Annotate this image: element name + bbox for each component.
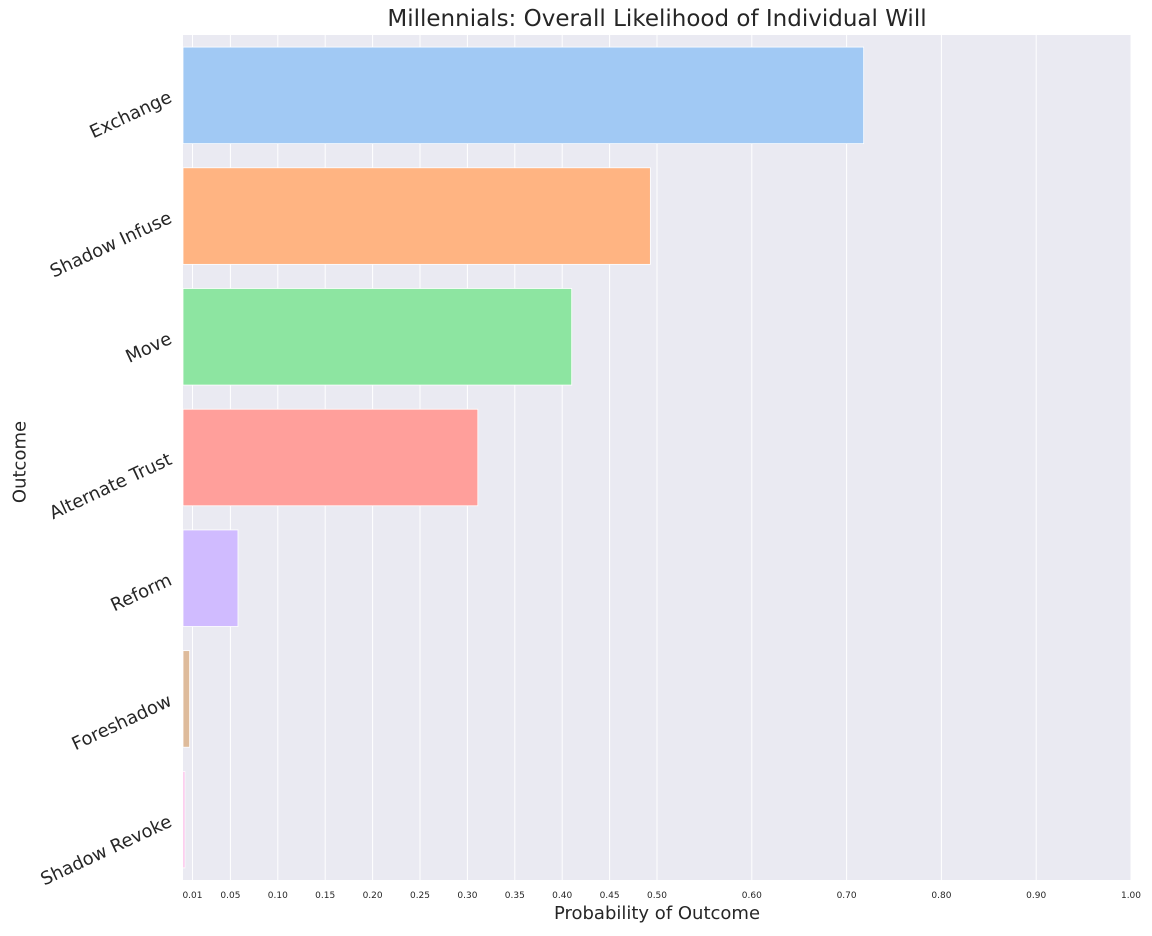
bar-reform	[182, 529, 239, 627]
y-tick-labels: Exchange Shadow Infuse Move Alternate Trust…	[37, 87, 175, 890]
x-tick-label: 0.30	[457, 891, 477, 901]
x-tick-label: 0.10	[268, 891, 288, 901]
x-tick-label: 0.20	[363, 891, 383, 901]
x-tick-label: 0.40	[552, 891, 572, 901]
x-tick-label: 0.80	[931, 891, 951, 901]
bar-move	[182, 288, 573, 386]
y-tick-label: Shadow Infuse	[47, 208, 175, 283]
x-tick-labels: 0.01 0.05 0.10 0.15 0.20 0.25 0.30 0.35 0.40 0.45…	[182, 891, 1141, 901]
x-tick-label: 0.25	[410, 891, 430, 901]
bars	[182, 46, 865, 869]
x-tick-label: 0.90	[1026, 891, 1046, 901]
x-tick-label: 0.35	[505, 891, 525, 901]
x-tick-label: 0.60	[742, 891, 762, 901]
x-tick-label: 0.70	[837, 891, 857, 901]
x-axis-label: Probability of Outcome	[553, 903, 761, 924]
y-tick-label: Move	[122, 328, 175, 367]
x-tick-label: 1.00	[1121, 891, 1141, 901]
x-tick-label: 0.15	[315, 891, 335, 901]
bar-shadow-infuse	[182, 167, 651, 265]
y-axis-label: Outcome	[9, 420, 31, 504]
x-tick-label: 0.45	[600, 891, 620, 901]
bar-foreshadow	[182, 650, 191, 748]
y-tick-label: Exchange	[87, 87, 176, 143]
bar-shadow-revoke	[182, 770, 186, 869]
y-tick-label: Reform	[108, 570, 176, 616]
y-tick-label: Foreshadow	[69, 690, 176, 755]
bar-alternate-trust	[182, 408, 479, 507]
bar-exchange	[182, 46, 865, 145]
x-tick-label: 0.05	[220, 891, 240, 901]
x-tick-label: 0.50	[647, 891, 667, 901]
y-tick-label: Alternate Trust	[46, 449, 175, 524]
x-tick-label: 0.01	[182, 891, 202, 901]
y-tick-label: Shadow Revoke	[37, 811, 175, 890]
chart-title: Millennials: Overall Likelihood of Indiv…	[387, 6, 927, 32]
